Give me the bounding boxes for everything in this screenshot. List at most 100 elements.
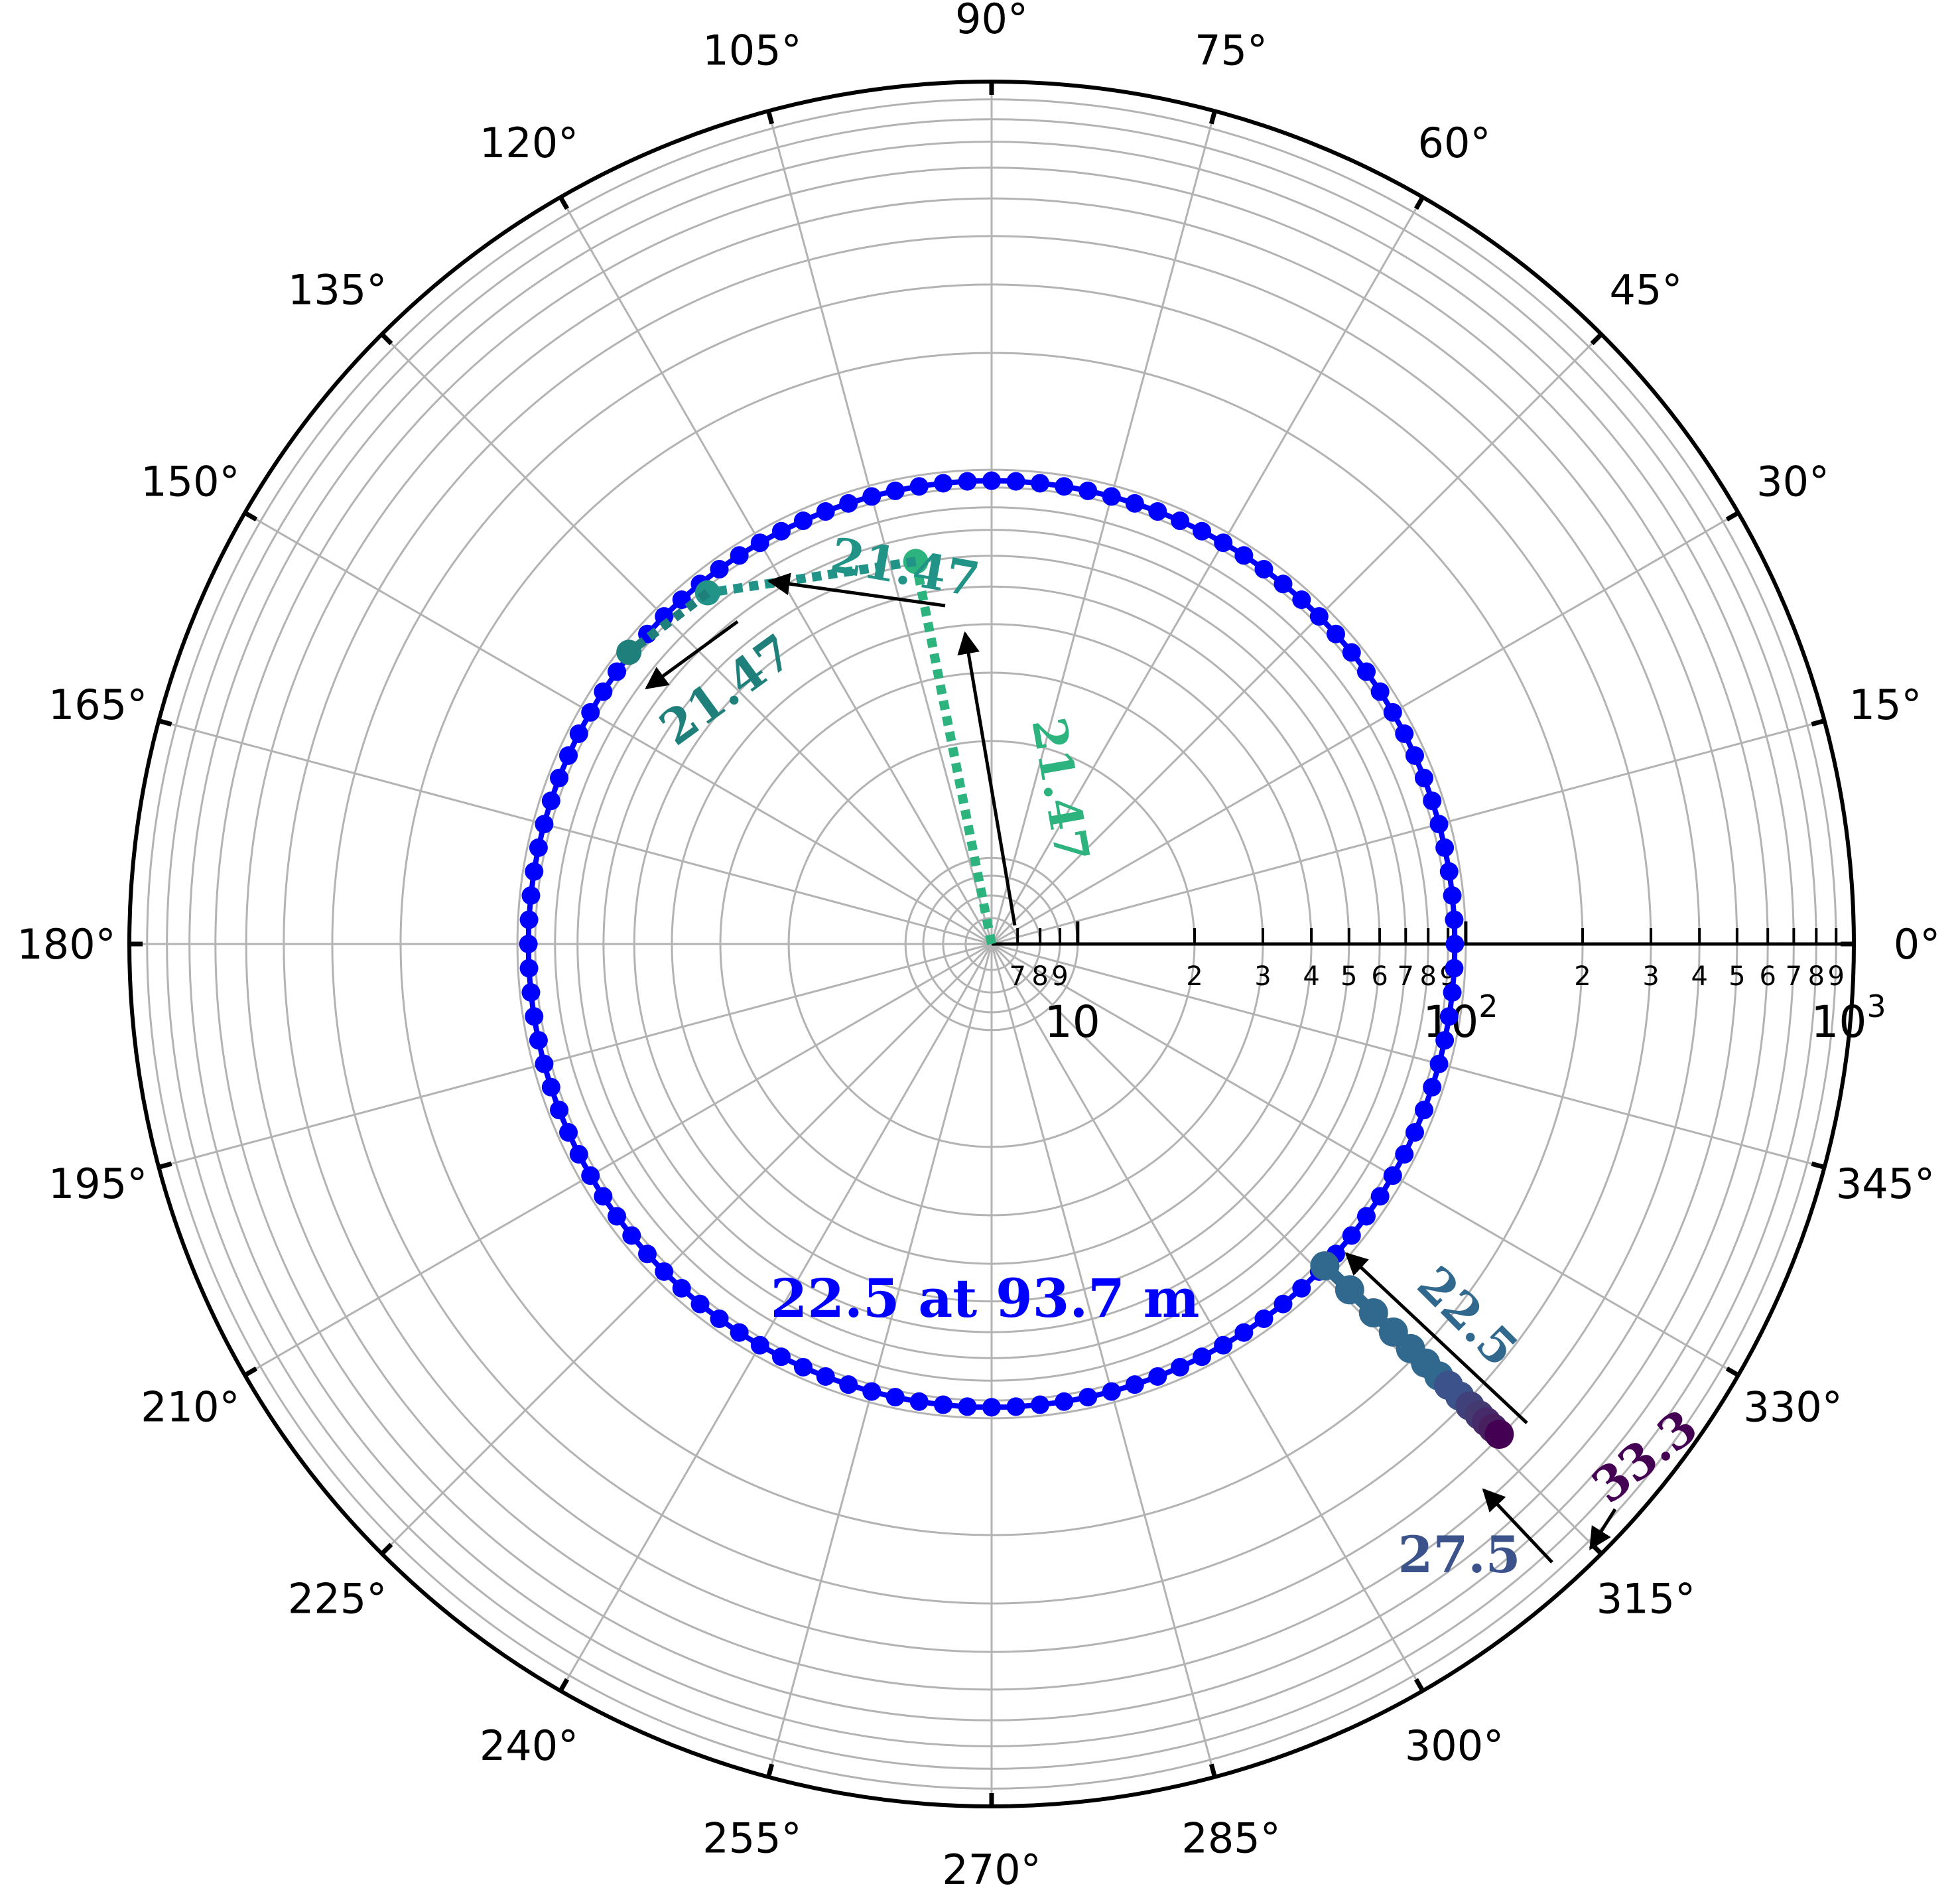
radial-minor-tick-label: 3 [1254, 961, 1271, 992]
circle-series-point [771, 521, 791, 541]
circle-series-point [1405, 746, 1424, 765]
angle-tick [1209, 110, 1217, 125]
ray-point [1484, 1420, 1514, 1449]
radial-major-tick-label: 10 [1045, 996, 1100, 1047]
circle-series-point [793, 1357, 813, 1377]
circle-series-point [1102, 1382, 1121, 1401]
angle-tick-label: 150° [141, 458, 239, 506]
angle-tick-label: 195° [48, 1160, 147, 1208]
annotation-label: 22.5 at 93.7 m [771, 1267, 1200, 1329]
circle-series-point [885, 1388, 905, 1407]
angle-tick [1725, 1366, 1740, 1378]
angle-tick-label: 345° [1836, 1160, 1935, 1208]
angle-tick [243, 1366, 258, 1378]
angular-grid-line [990, 943, 1424, 1692]
annotation-arrow [1344, 1252, 1528, 1424]
angle-tick-label: 45° [1609, 266, 1682, 314]
circle-series-point [1006, 1397, 1025, 1416]
circle-series-point [1274, 574, 1293, 594]
circle-series-point [521, 982, 541, 1002]
radial-minor-tick-label: 8 [1031, 961, 1048, 992]
angle-tick-label: 285° [1181, 1814, 1280, 1862]
circle-series-point [1292, 1278, 1311, 1298]
circle-series-point [1006, 472, 1025, 491]
radial-minor-tick-label: 9 [1051, 961, 1068, 992]
circle-series-point [909, 1392, 929, 1411]
angular-grid-line [559, 943, 993, 1692]
angle-tick [1590, 332, 1603, 346]
angle-tick [158, 718, 172, 727]
angular-grid-line [991, 720, 1825, 945]
angular-grid-line [559, 196, 993, 945]
circle-series-point [1274, 1294, 1293, 1313]
angle-tick [766, 110, 775, 125]
angular-grid-line [990, 110, 1216, 945]
circle-series-point [550, 768, 569, 787]
circle-series-point [581, 703, 600, 722]
radial-tick-exponent: 3 [1866, 988, 1886, 1024]
circle-series-point [535, 1054, 554, 1073]
circle-series-point [1055, 477, 1074, 496]
circle-series-point [1148, 502, 1167, 521]
circle-series-point [862, 1382, 882, 1401]
annotation-label: 27.5 [1398, 1525, 1520, 1584]
circle-series-point [1423, 791, 1442, 811]
annotation-arrow [1589, 1508, 1617, 1550]
circle-series-point [730, 1323, 749, 1342]
circle-series-point [1395, 724, 1414, 743]
circle-series-point [1078, 481, 1098, 500]
circle-series-point [1125, 494, 1144, 513]
angle-tick-label: 315° [1597, 1574, 1695, 1623]
circle-series-point [1445, 959, 1464, 978]
circle-series-point [1414, 768, 1433, 787]
circle-series-point [525, 862, 544, 881]
angle-tick-label: 330° [1743, 1383, 1842, 1432]
radial-minor-tick-label: 8 [1808, 961, 1825, 992]
circle-series-point [1356, 662, 1376, 681]
angle-tick-label: 75° [1195, 27, 1268, 75]
circle-series-point [710, 560, 729, 579]
circle-series-point [1254, 1309, 1274, 1328]
circle-series-point [771, 1347, 791, 1367]
circle-series-point [730, 546, 749, 565]
circle-series-point [519, 935, 538, 953]
ray-point [1335, 1275, 1364, 1305]
radial-minor-tick-label: 6 [1371, 961, 1388, 992]
circle-series-point [1171, 1357, 1190, 1377]
circle-series-point [1214, 1335, 1233, 1355]
circle-series-point [1443, 886, 1462, 906]
angular-grid-line [991, 943, 1825, 1168]
circle-series-point [1234, 1323, 1254, 1342]
segment-line [625, 589, 711, 656]
angle-tick-label: 300° [1405, 1721, 1504, 1770]
circle-series-point [885, 481, 905, 500]
circle-series-point [594, 1187, 613, 1206]
circle-series-point [816, 502, 835, 521]
ray-point [1358, 1298, 1388, 1328]
circle-series-point [608, 1207, 627, 1226]
angle-tick-label: 255° [702, 1814, 801, 1862]
circle-series-point [541, 1077, 560, 1097]
angle-tick-label: 165° [48, 681, 147, 729]
annotation-label: 33.3 [1581, 1398, 1708, 1514]
annotation-arrow [645, 620, 739, 690]
segment-endpoint [616, 640, 642, 665]
angular-grid-line [990, 943, 1216, 1778]
radial-minor-tick-label: 4 [1691, 961, 1707, 992]
radial-minor-tick-label: 3 [1642, 961, 1659, 992]
angle-tick-label: 270° [942, 1846, 1041, 1886]
angular-grid-line [158, 943, 992, 1168]
arrows-group [645, 573, 1617, 1564]
radial-minor-tick-label: 5 [1340, 961, 1357, 992]
circle-series-point [569, 1145, 588, 1164]
angle-tick [1725, 510, 1740, 522]
radial-major-tick-label: 102 [1423, 988, 1498, 1047]
circle-series-point [1435, 838, 1455, 857]
circle-series-point [559, 1123, 578, 1142]
circle-series-point [559, 746, 578, 765]
circle-series-point [1055, 1392, 1074, 1411]
angle-tick [1209, 1763, 1217, 1778]
angular-grid-line [990, 196, 1424, 945]
angular-grid-line [767, 943, 993, 1778]
circle-series-point [608, 662, 627, 681]
